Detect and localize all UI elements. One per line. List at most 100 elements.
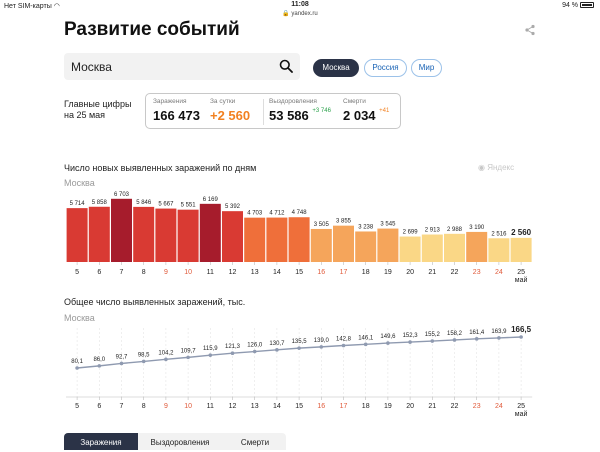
point-5[interactable] bbox=[75, 366, 79, 370]
stat-infected: Заражения 166 473 bbox=[153, 98, 200, 123]
yandex-watermark: ◉ Яндекс bbox=[478, 163, 515, 172]
point-24[interactable] bbox=[497, 336, 501, 340]
share-icon[interactable] bbox=[524, 24, 536, 36]
x-tick-label: 24 bbox=[495, 403, 503, 410]
bar-24[interactable] bbox=[488, 238, 510, 262]
bar-5[interactable] bbox=[66, 208, 88, 262]
bar-22[interactable] bbox=[444, 233, 465, 262]
point-11[interactable] bbox=[208, 353, 213, 357]
x-tick-label: 8 bbox=[142, 403, 146, 410]
x-tick-label: 18 bbox=[362, 403, 370, 410]
status-bar: Нет SIM-карты ◠ 11:08 94 % bbox=[0, 0, 600, 12]
point-15[interactable] bbox=[297, 346, 301, 350]
bar-14[interactable] bbox=[266, 217, 288, 262]
x-tick-label: 23 bbox=[473, 403, 481, 410]
tab-recoveries[interactable]: Выздоровления bbox=[150, 438, 210, 447]
bar-15[interactable] bbox=[288, 217, 310, 262]
bar-value-label: 5 551 bbox=[181, 203, 197, 209]
tab-infections[interactable]: Заражения bbox=[64, 433, 138, 450]
point-16[interactable] bbox=[319, 345, 324, 349]
region-pill-russia[interactable]: Россия bbox=[364, 59, 407, 77]
line-chart: 80,1 5 86,0 6 92,7 7 98,5 8 104,2 9 109,7 10 115,9 11… bbox=[66, 325, 533, 418]
point-value-label: 158,2 bbox=[447, 331, 463, 337]
x-tick-label: 7 bbox=[120, 403, 124, 410]
point-9[interactable] bbox=[164, 357, 168, 362]
x-tick-label: 12 bbox=[229, 403, 237, 410]
x-tick-label: 19 bbox=[384, 403, 392, 410]
point-value-label: 161,4 bbox=[469, 330, 485, 336]
x-tick-label: 22 bbox=[451, 403, 459, 410]
point-13[interactable] bbox=[252, 349, 257, 354]
point-20[interactable] bbox=[408, 340, 412, 344]
bar-9[interactable] bbox=[155, 208, 177, 262]
bar-25[interactable] bbox=[510, 237, 532, 262]
bar-20[interactable] bbox=[399, 236, 421, 262]
bar-13[interactable] bbox=[244, 217, 266, 262]
x-tick-label: 20 bbox=[406, 269, 414, 276]
point-10[interactable] bbox=[186, 355, 190, 360]
search-value: Москва bbox=[71, 60, 112, 74]
tab-deaths[interactable]: Смерти bbox=[240, 438, 270, 447]
point-17[interactable] bbox=[341, 343, 346, 348]
x-tick-label: 5 bbox=[75, 403, 79, 410]
bar-value-label: 3 545 bbox=[380, 222, 396, 228]
bottom-tabs: Заражения Выздоровления Смерти bbox=[64, 433, 286, 450]
x-tick-label: 25 bbox=[517, 269, 525, 276]
x-tick-label: 12 bbox=[229, 269, 237, 276]
x-tick-label: 14 bbox=[273, 269, 281, 276]
bar-16[interactable] bbox=[310, 228, 332, 262]
point-25[interactable] bbox=[519, 335, 523, 339]
bar-value-label: 5 846 bbox=[136, 200, 152, 206]
point-19[interactable] bbox=[386, 341, 390, 345]
carrier-label: Нет SIM-карты ◠ bbox=[4, 3, 60, 10]
url-bar[interactable]: 🔒 yandex.ru bbox=[282, 11, 318, 17]
region-pill-moscow[interactable]: Москва bbox=[313, 59, 359, 77]
bar-value-label: 3 190 bbox=[469, 225, 485, 231]
point-18[interactable] bbox=[363, 342, 368, 347]
x-tick-label: 9 bbox=[164, 403, 168, 410]
x-tick-label: 6 bbox=[97, 403, 101, 410]
point-value-label: 121,3 bbox=[225, 344, 241, 350]
point-value-label: 146,1 bbox=[358, 335, 374, 341]
yandex-logo-icon: ◉ bbox=[478, 163, 485, 172]
search-input[interactable]: Москва bbox=[64, 53, 300, 80]
bar-18[interactable] bbox=[355, 231, 377, 262]
bar-21[interactable] bbox=[421, 234, 443, 262]
bar-12[interactable] bbox=[222, 211, 243, 262]
point-7[interactable] bbox=[119, 361, 124, 366]
point-6[interactable] bbox=[97, 364, 102, 368]
line-chart-title: Общее число выявленных заражений, тыс. bbox=[64, 297, 246, 307]
region-pill-world[interactable]: Мир bbox=[411, 59, 442, 77]
x-tick-label: 5 bbox=[75, 269, 79, 276]
point-21[interactable] bbox=[430, 339, 435, 343]
x-tick-label: 16 bbox=[317, 403, 325, 410]
bar-10[interactable] bbox=[177, 209, 199, 262]
x-tick-label: 16 bbox=[317, 269, 325, 276]
wifi-icon: ◠ bbox=[53, 3, 60, 10]
line-chart-subtitle: Москва bbox=[64, 313, 95, 323]
point-14[interactable] bbox=[275, 348, 279, 352]
point-12[interactable] bbox=[230, 351, 235, 356]
point-value-label: 80,1 bbox=[71, 359, 83, 365]
x-tick-label: 13 bbox=[251, 403, 259, 410]
point-8[interactable] bbox=[141, 359, 146, 364]
bar-17[interactable] bbox=[333, 225, 354, 262]
page-title: Развитие событий bbox=[64, 19, 240, 40]
point-22[interactable] bbox=[452, 338, 457, 342]
bar-23[interactable] bbox=[466, 231, 488, 262]
bar-value-label: 3 238 bbox=[358, 224, 374, 230]
x-tick-label: 13 bbox=[251, 269, 259, 276]
point-23[interactable] bbox=[474, 337, 479, 341]
bar-11[interactable] bbox=[199, 203, 221, 262]
bar-7[interactable] bbox=[111, 198, 132, 262]
bar-8[interactable] bbox=[133, 206, 155, 262]
battery-icon bbox=[580, 2, 594, 9]
bar-value-label: 6 169 bbox=[203, 197, 219, 203]
bar-6[interactable] bbox=[88, 206, 110, 262]
search-icon[interactable] bbox=[279, 59, 293, 73]
bar-value-label: 2 516 bbox=[491, 231, 507, 237]
bar-chart: 5 714 5 5 858 6 6 703 7 5 846 8 5 667 9 5 551 10 6 1… bbox=[66, 192, 532, 284]
bar-chart-title: Число новых выявленных заражений по дням bbox=[64, 163, 257, 173]
point-value-label: 115,9 bbox=[203, 346, 218, 352]
bar-19[interactable] bbox=[377, 228, 399, 262]
